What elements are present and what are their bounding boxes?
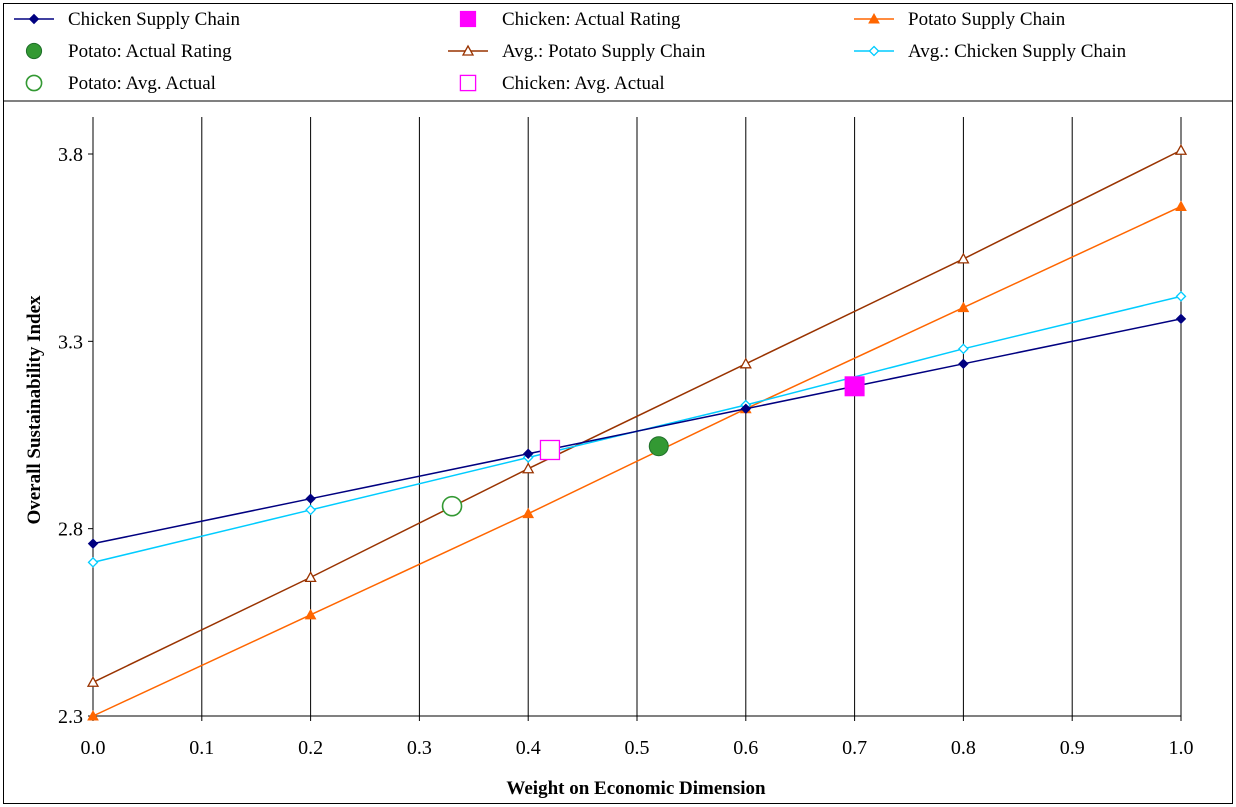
series-0-point-1	[305, 493, 316, 504]
legend-entry-3: Potato: Actual Rating	[25, 41, 232, 62]
series-6	[441, 495, 463, 517]
series-2-point-4	[957, 301, 970, 313]
series-5-point-0	[87, 556, 99, 568]
legend-label-4: Avg.: Potato Supply Chain	[502, 41, 706, 62]
x-tick-label-2: 0.2	[298, 737, 323, 759]
axes: 2.3 2.8 3.3 3.8 0.0 0.1 0.2 0.3 0.4 0.5 0.6 0.7 0.8 0…	[58, 117, 1194, 759]
series-4-point-1	[304, 571, 317, 583]
y-axis-label: Overall Sustainability Index	[24, 295, 45, 525]
legend-entry-4: Avg.: Potato Supply Chain	[448, 41, 706, 62]
grid	[201, 117, 1182, 716]
series-3-point-0	[648, 436, 669, 457]
series-4-point-3	[739, 357, 752, 369]
legend-marker-4	[461, 44, 475, 56]
legend-label-7: Chicken: Avg. Actual	[502, 73, 665, 94]
series-6-point-0	[441, 495, 463, 517]
legend-label-2: Potato Supply Chain	[908, 9, 1066, 30]
series-5-point-5	[1175, 290, 1187, 302]
series-1-point-0	[844, 376, 865, 397]
series-line-4	[92, 149, 1182, 683]
y-tick-label-3: 3.8	[58, 144, 83, 166]
legend-label-3: Potato: Actual Rating	[68, 41, 232, 62]
legend-marker-3	[25, 42, 43, 60]
legend-entry-0: Chicken Supply Chain	[14, 9, 241, 30]
series-1	[844, 376, 865, 397]
series-0-point-4	[958, 358, 969, 370]
series-line-0	[92, 318, 1182, 545]
x-tick-label-5: 0.5	[625, 737, 650, 759]
series-3	[648, 436, 669, 457]
legend-marker-6	[25, 74, 43, 92]
legend-marker-7	[459, 74, 477, 92]
legend-entry-7: Chicken: Avg. Actual	[459, 73, 665, 94]
legend-marker-5	[868, 45, 880, 57]
series-0-point-5	[1175, 313, 1187, 325]
series-2-point-0	[87, 709, 99, 721]
series-4-point-5	[1174, 143, 1188, 155]
series-0-point-2	[522, 448, 534, 459]
legend-label-1: Chicken: Actual Rating	[502, 9, 681, 30]
legend: Chicken Supply Chain Chicken: Actual Rati…	[14, 9, 1127, 94]
x-tick-label-8: 0.8	[951, 737, 976, 759]
legend-label-0: Chicken Supply Chain	[68, 9, 241, 30]
legend-marker-2	[868, 12, 880, 24]
series-0-point-0	[87, 538, 99, 549]
series-0-point-3	[740, 403, 752, 414]
legend-marker-1	[459, 10, 477, 28]
legend-entry-2: Potato Supply Chain	[854, 9, 1066, 30]
x-tick-label-3: 0.3	[407, 737, 432, 759]
legend-label-5: Avg.: Chicken Supply Chain	[908, 41, 1127, 62]
series-4	[86, 143, 1188, 687]
x-tick-label-9: 0.9	[1060, 737, 1085, 759]
series-4-point-4	[957, 252, 970, 264]
x-tick-label-1: 0.1	[189, 737, 214, 759]
series-2-point-1	[304, 608, 317, 620]
series-0	[87, 313, 1187, 549]
x-tick-label-7: 0.7	[842, 737, 867, 759]
y-tick-label-0: 2.3	[58, 706, 83, 728]
legend-entry-5: Avg.: Chicken Supply Chain	[854, 41, 1127, 62]
series-2-point-2	[522, 507, 535, 519]
series-4-point-2	[522, 462, 535, 474]
x-tick-label-6: 0.6	[733, 737, 758, 759]
legend-label-6: Potato: Avg. Actual	[68, 73, 216, 94]
series-5-point-4	[957, 343, 969, 355]
chart-frame	[3, 3, 1233, 804]
series-4-point-0	[86, 675, 100, 687]
y-tick-label-2: 3.3	[58, 331, 83, 353]
series-layer	[86, 143, 1188, 721]
x-tick-label-4: 0.4	[516, 737, 541, 759]
x-axis-label: Weight on Economic Dimension	[506, 778, 766, 799]
x-tick-label-10: 1.0	[1169, 737, 1194, 759]
series-2-point-5	[1175, 200, 1187, 211]
series-7-point-0	[539, 439, 561, 461]
legend-marker-0	[28, 13, 40, 25]
legend-entry-1: Chicken: Actual Rating	[459, 9, 681, 30]
x-tick-label-0: 0.0	[81, 737, 106, 759]
series-5-point-1	[305, 504, 317, 516]
legend-entry-6: Potato: Avg. Actual	[25, 73, 216, 94]
y-tick-label-1: 2.8	[58, 519, 83, 541]
series-line-2	[92, 205, 1182, 717]
series-7	[539, 439, 561, 461]
